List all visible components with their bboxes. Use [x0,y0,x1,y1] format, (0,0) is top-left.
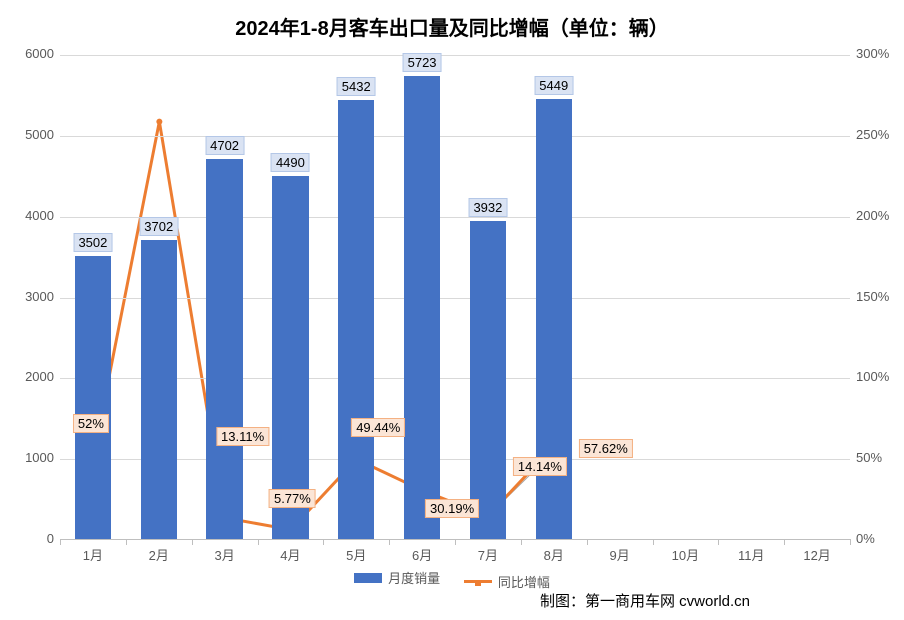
x-tick-mark [258,539,259,545]
x-tick-label: 6月 [412,539,432,564]
gridline [60,55,850,56]
chart-title: 2024年1-8月客车出口量及同比增幅（单位：辆） [0,12,904,41]
x-tick-mark [126,539,127,545]
gridline [60,136,850,137]
bar [470,221,506,539]
y-right-tick: 100% [850,369,904,384]
x-tick-mark [718,539,719,545]
x-tick-label: 2月 [149,539,169,564]
plot-area: 01000200030004000500060000%50%100%150%20… [60,55,850,540]
bar-value-label: 5449 [534,76,573,95]
bar-value-label: 4490 [271,153,310,172]
x-tick-label: 3月 [214,539,234,564]
bar-value-label: 4702 [205,136,244,155]
bar [141,240,177,539]
x-tick-mark [784,539,785,545]
legend-item-bar: 月度销量 [354,568,440,587]
y-right-tick: 300% [850,46,904,61]
y-left-tick: 1000 [0,450,60,465]
bar-value-label: 3702 [139,217,178,236]
x-tick-label: 7月 [478,539,498,564]
y-right-tick: 50% [850,450,904,465]
y-left-tick: 2000 [0,369,60,384]
bar-value-label: 5723 [403,53,442,72]
legend-swatch-line [464,580,492,583]
bar [272,176,308,539]
line-value-label: 30.19% [425,499,479,518]
bar [75,256,111,539]
legend: 月度销量 同比增幅 [0,568,904,591]
y-right-tick: 200% [850,208,904,223]
bar [404,76,440,539]
x-tick-mark [455,539,456,545]
x-tick-mark [192,539,193,545]
x-tick-mark [850,539,851,545]
line-value-label: 52% [73,414,109,433]
x-tick-mark [389,539,390,545]
line-value-label: 14.14% [513,457,567,476]
gridline [60,459,850,460]
x-tick-mark [587,539,588,545]
credit-text: 制图：第一商用车网 cvworld.cn [540,590,750,611]
x-tick-label: 5月 [346,539,366,564]
gridline [60,298,850,299]
legend-bar-label: 月度销量 [388,568,440,587]
bar-value-label: 3502 [73,233,112,252]
y-left-tick: 4000 [0,208,60,223]
x-tick-label: 8月 [544,539,564,564]
line-value-label: 57.62% [579,439,633,458]
y-left-tick: 6000 [0,46,60,61]
x-tick-label: 12月 [803,539,830,564]
legend-line-label: 同比增幅 [498,572,550,591]
line-value-label: 49.44% [351,418,405,437]
bar [338,100,374,539]
x-tick-label: 4月 [280,539,300,564]
line-value-label: 5.77% [269,489,316,508]
y-right-tick: 250% [850,127,904,142]
gridline [60,378,850,379]
line-value-label: 13.11% [216,427,269,446]
x-tick-label: 10月 [672,539,699,564]
chart-container: 2024年1-8月客车出口量及同比增幅（单位：辆） 01000200030004… [0,0,904,620]
y-right-tick: 0% [850,531,904,546]
y-left-tick: 0 [0,531,60,546]
x-tick-label: 9月 [609,539,629,564]
x-tick-label: 1月 [83,539,103,564]
bar [206,159,242,539]
x-tick-label: 11月 [738,539,765,564]
legend-swatch-bar [354,573,382,583]
gridline [60,217,850,218]
bar-value-label: 3932 [468,198,507,217]
x-tick-mark [323,539,324,545]
x-tick-mark [653,539,654,545]
y-right-tick: 150% [850,289,904,304]
legend-item-line: 同比增幅 [464,572,550,591]
y-left-tick: 3000 [0,289,60,304]
bar-value-label: 5432 [337,77,376,96]
x-tick-mark [521,539,522,545]
x-tick-mark [60,539,61,545]
y-left-tick: 5000 [0,127,60,142]
